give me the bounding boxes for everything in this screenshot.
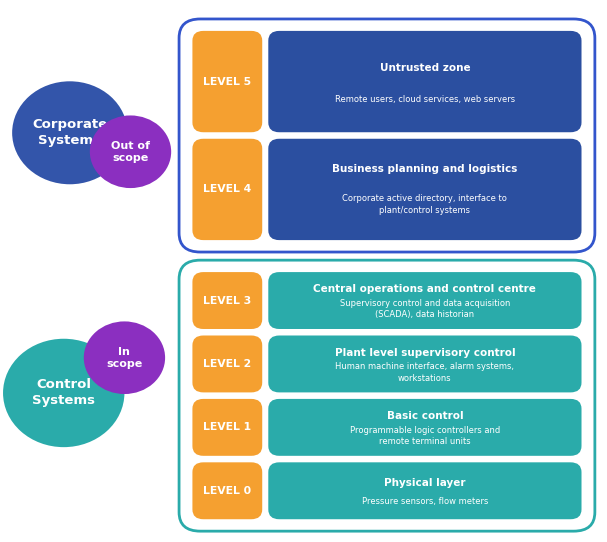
FancyBboxPatch shape	[192, 272, 262, 329]
FancyBboxPatch shape	[179, 19, 595, 252]
FancyBboxPatch shape	[268, 335, 582, 392]
Text: Untrusted zone: Untrusted zone	[379, 63, 470, 73]
Text: LEVEL 4: LEVEL 4	[203, 184, 251, 195]
Text: In
scope: In scope	[106, 346, 143, 369]
Text: LEVEL 0: LEVEL 0	[203, 486, 251, 496]
Text: LEVEL 3: LEVEL 3	[203, 295, 251, 306]
FancyBboxPatch shape	[268, 272, 582, 329]
Circle shape	[12, 81, 127, 184]
Circle shape	[84, 321, 165, 394]
Text: Corporate
Systems: Corporate Systems	[32, 118, 107, 147]
Text: Corporate active directory, interface to
plant/control systems: Corporate active directory, interface to…	[342, 195, 507, 215]
FancyBboxPatch shape	[192, 31, 262, 132]
Text: Human machine interface, alarm systems,
workstations: Human machine interface, alarm systems, …	[336, 362, 514, 383]
Text: Out of
scope: Out of scope	[111, 140, 150, 163]
Text: Basic control: Basic control	[387, 411, 463, 421]
Text: Central operations and control centre: Central operations and control centre	[313, 284, 537, 294]
Circle shape	[90, 115, 171, 188]
Text: LEVEL 2: LEVEL 2	[203, 359, 251, 369]
Text: Physical layer: Physical layer	[384, 479, 466, 488]
FancyBboxPatch shape	[268, 139, 582, 240]
Text: Control
Systems: Control Systems	[32, 378, 95, 408]
FancyBboxPatch shape	[192, 462, 262, 519]
Text: LEVEL 1: LEVEL 1	[203, 422, 251, 433]
FancyBboxPatch shape	[192, 399, 262, 456]
FancyBboxPatch shape	[192, 139, 262, 240]
FancyBboxPatch shape	[268, 462, 582, 519]
Text: Business planning and logistics: Business planning and logistics	[332, 164, 518, 174]
Text: Pressure sensors, flow meters: Pressure sensors, flow meters	[362, 496, 488, 506]
FancyBboxPatch shape	[192, 335, 262, 392]
Text: Plant level supervisory control: Plant level supervisory control	[334, 347, 515, 358]
Text: LEVEL 5: LEVEL 5	[203, 76, 251, 87]
Text: Remote users, cloud services, web servers: Remote users, cloud services, web server…	[335, 95, 515, 104]
Circle shape	[3, 339, 124, 447]
Text: Programmable logic controllers and
remote terminal units: Programmable logic controllers and remot…	[350, 425, 500, 446]
Text: Supervisory control and data acquisition
(SCADA), data historian: Supervisory control and data acquisition…	[340, 299, 510, 319]
FancyBboxPatch shape	[179, 260, 595, 531]
FancyBboxPatch shape	[268, 31, 582, 132]
FancyBboxPatch shape	[268, 399, 582, 456]
